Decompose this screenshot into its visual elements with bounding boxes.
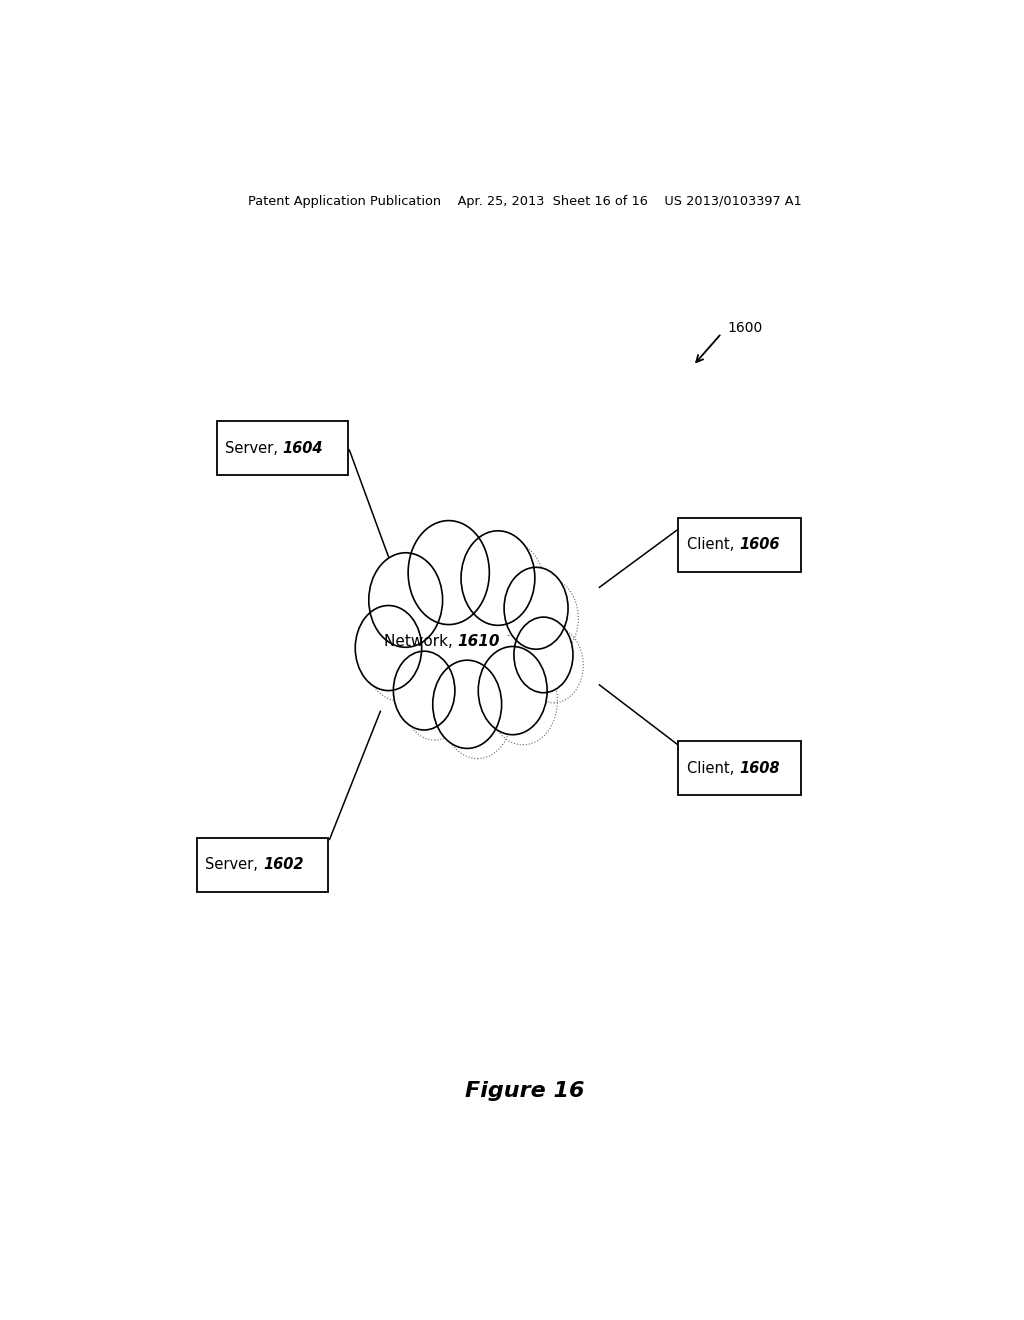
Text: Server,: Server,	[225, 441, 283, 455]
Text: 1600: 1600	[727, 321, 763, 335]
Circle shape	[409, 520, 489, 624]
FancyBboxPatch shape	[217, 421, 348, 475]
Circle shape	[504, 568, 568, 649]
Text: 1602: 1602	[263, 857, 303, 873]
Circle shape	[433, 660, 502, 748]
Circle shape	[478, 647, 547, 735]
Circle shape	[369, 553, 442, 647]
Text: 1604: 1604	[283, 441, 324, 455]
Text: 1606: 1606	[739, 537, 779, 552]
FancyBboxPatch shape	[198, 838, 329, 892]
Text: 1608: 1608	[739, 760, 779, 776]
FancyBboxPatch shape	[678, 517, 801, 572]
Text: Figure 16: Figure 16	[465, 1081, 585, 1101]
Text: Network,: Network,	[384, 634, 458, 648]
Circle shape	[393, 651, 455, 730]
Circle shape	[409, 578, 507, 704]
Circle shape	[514, 618, 573, 693]
Text: Client,: Client,	[687, 760, 739, 776]
Text: Server,: Server,	[206, 857, 263, 873]
Text: Client,: Client,	[687, 537, 739, 552]
Circle shape	[461, 531, 535, 626]
Text: 1610: 1610	[458, 634, 500, 648]
Text: Patent Application Publication    Apr. 25, 2013  Sheet 16 of 16    US 2013/01033: Patent Application Publication Apr. 25, …	[248, 194, 802, 207]
Circle shape	[355, 606, 422, 690]
FancyBboxPatch shape	[678, 742, 801, 795]
